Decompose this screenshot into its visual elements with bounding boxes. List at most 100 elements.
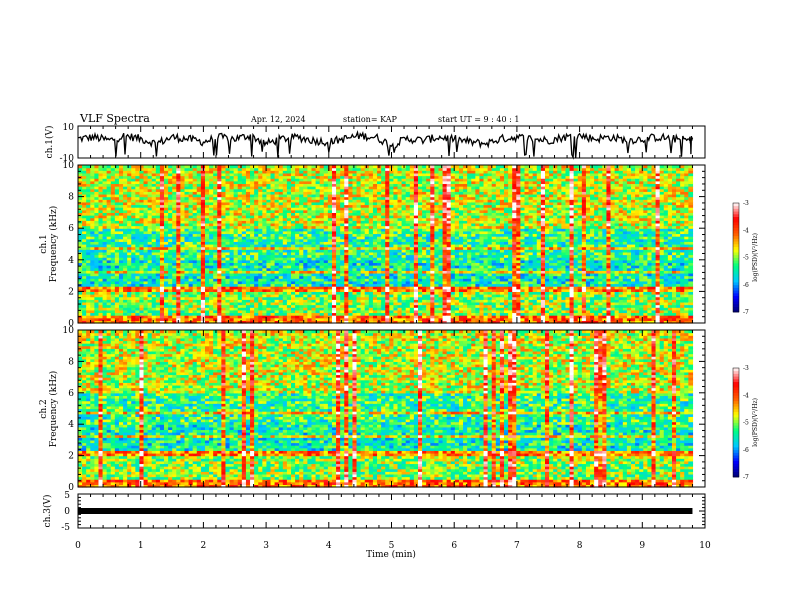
- spectrogram-cell: [176, 275, 182, 279]
- spectrogram-cell: [164, 188, 169, 192]
- spectrogram-cell: [204, 307, 210, 311]
- spectrogram-cell: [213, 183, 218, 187]
- spectrogram-cell: [86, 296, 91, 300]
- spectrogram-cell: [127, 220, 132, 224]
- spectrogram-cell: [118, 254, 124, 258]
- spectrogram-cell: [147, 294, 153, 298]
- spectrogram-cell: [151, 167, 157, 171]
- spectrogram-cell: [127, 188, 132, 192]
- spectrogram-cell: [159, 283, 165, 287]
- spectrogram-cell: [94, 244, 100, 248]
- spectrogram-cell: [164, 230, 169, 235]
- spectrogram-cell: [200, 307, 206, 311]
- spectrogram-cell: [209, 188, 214, 192]
- spectrogram-cell: [176, 170, 182, 174]
- spectrogram-cell: [86, 209, 91, 213]
- spectrogram-cell: [192, 270, 198, 274]
- spectrogram-cell: [172, 304, 177, 308]
- spectrogram-cell: [184, 312, 190, 316]
- spectrogram-cell: [131, 272, 136, 277]
- spectrogram-cell: [159, 236, 165, 240]
- spectrogram-cell: [180, 220, 186, 224]
- spectrogram-cell: [209, 233, 214, 237]
- spectrogram-cell: [192, 241, 198, 245]
- spectrogram-cell: [217, 209, 222, 213]
- spectrogram-cell: [139, 225, 145, 229]
- spectrogram-cell: [139, 212, 145, 216]
- spectrogram-cell: [147, 244, 153, 248]
- spectrogram-cell: [155, 272, 161, 277]
- spectrogram-cell: [78, 280, 83, 285]
- spectrogram-cell: [200, 236, 206, 240]
- spectrogram-cell: [86, 317, 91, 321]
- spectrogram-cell: [151, 175, 157, 179]
- spectrogram-cell: [114, 209, 120, 213]
- spectrogram-cell: [102, 270, 108, 274]
- spectrogram-cell: [188, 246, 194, 250]
- spectrogram-cell: [204, 201, 210, 206]
- ch1-waveform-line: [78, 130, 694, 160]
- spectrogram-cell: [180, 296, 186, 300]
- spectrogram-cell: [106, 204, 112, 208]
- spectrogram-cell: [200, 257, 206, 261]
- spectrogram-cell: [131, 215, 136, 219]
- station-label: station= KAP: [343, 115, 398, 124]
- spectrogram-cell: [159, 183, 165, 187]
- spectrogram-cell: [164, 320, 169, 324]
- spectrogram-cell: [164, 257, 169, 261]
- spectrogram-cell: [114, 191, 120, 195]
- spectrogram-cell: [225, 212, 231, 216]
- spectrogram-cell: [221, 257, 227, 261]
- spectrogram-cell: [164, 209, 169, 213]
- spectrogram-cell: [225, 262, 231, 266]
- spectrogram-cell: [78, 291, 83, 295]
- spectrogram-cell: [127, 236, 132, 240]
- spectrogram-cell: [127, 165, 132, 169]
- spectrogram-cell: [102, 193, 108, 198]
- spectrogram-cell: [127, 251, 132, 256]
- spectrogram-cell: [180, 186, 186, 190]
- spectrogram-cell: [82, 193, 87, 198]
- spectrogram-cell: [147, 265, 153, 269]
- spectrogram-cell: [82, 280, 87, 285]
- spectrogram-cell: [184, 201, 190, 206]
- spectrogram-cell: [196, 191, 202, 195]
- spectrogram-cell: [118, 267, 124, 271]
- spectrogram-cell: [229, 220, 235, 224]
- spectrogram-cell: [102, 286, 108, 290]
- spectrogram-cell: [151, 244, 157, 248]
- spectrogram-cell: [102, 180, 108, 185]
- spectrogram-cell: [168, 233, 173, 237]
- spectrogram-cell: [164, 170, 169, 174]
- spectrogram-cell: [123, 233, 128, 237]
- spectrogram-cell: [106, 188, 112, 192]
- spectrogram-cell: [159, 186, 165, 190]
- spectrogram-cell: [110, 191, 116, 195]
- spectrogram-cell: [98, 180, 104, 185]
- spectrogram-cell: [86, 307, 91, 311]
- spectrogram-cell: [217, 272, 222, 277]
- spectrogram-cell: [102, 317, 108, 321]
- spectrogram-cell: [155, 267, 161, 271]
- spectrogram-cell: [82, 304, 87, 308]
- spectrogram-cell: [110, 225, 116, 229]
- spectrogram-cell: [78, 299, 83, 303]
- spectrogram-cell: [90, 222, 95, 227]
- spectrogram-cell: [225, 312, 231, 316]
- spectrogram-cell: [114, 199, 120, 203]
- spectrogram-cell: [94, 236, 100, 240]
- spectrogram-cell: [188, 244, 194, 248]
- spectrogram-cell: [114, 186, 120, 190]
- spectrogram-cell: [168, 249, 173, 253]
- spectrogram-cell: [176, 175, 182, 179]
- spectrogram-cell: [200, 238, 206, 242]
- spectrogram-cell: [229, 301, 235, 306]
- spectrogram-cell: [213, 196, 218, 200]
- spectrogram-cell: [90, 241, 95, 245]
- spectrogram-cell: [188, 280, 194, 285]
- spectrogram-cell: [110, 186, 116, 190]
- spectrogram-cell: [106, 178, 112, 182]
- spectrogram-cell: [225, 267, 231, 271]
- spectrogram-cell: [82, 215, 87, 219]
- spectrogram-cell: [110, 207, 116, 211]
